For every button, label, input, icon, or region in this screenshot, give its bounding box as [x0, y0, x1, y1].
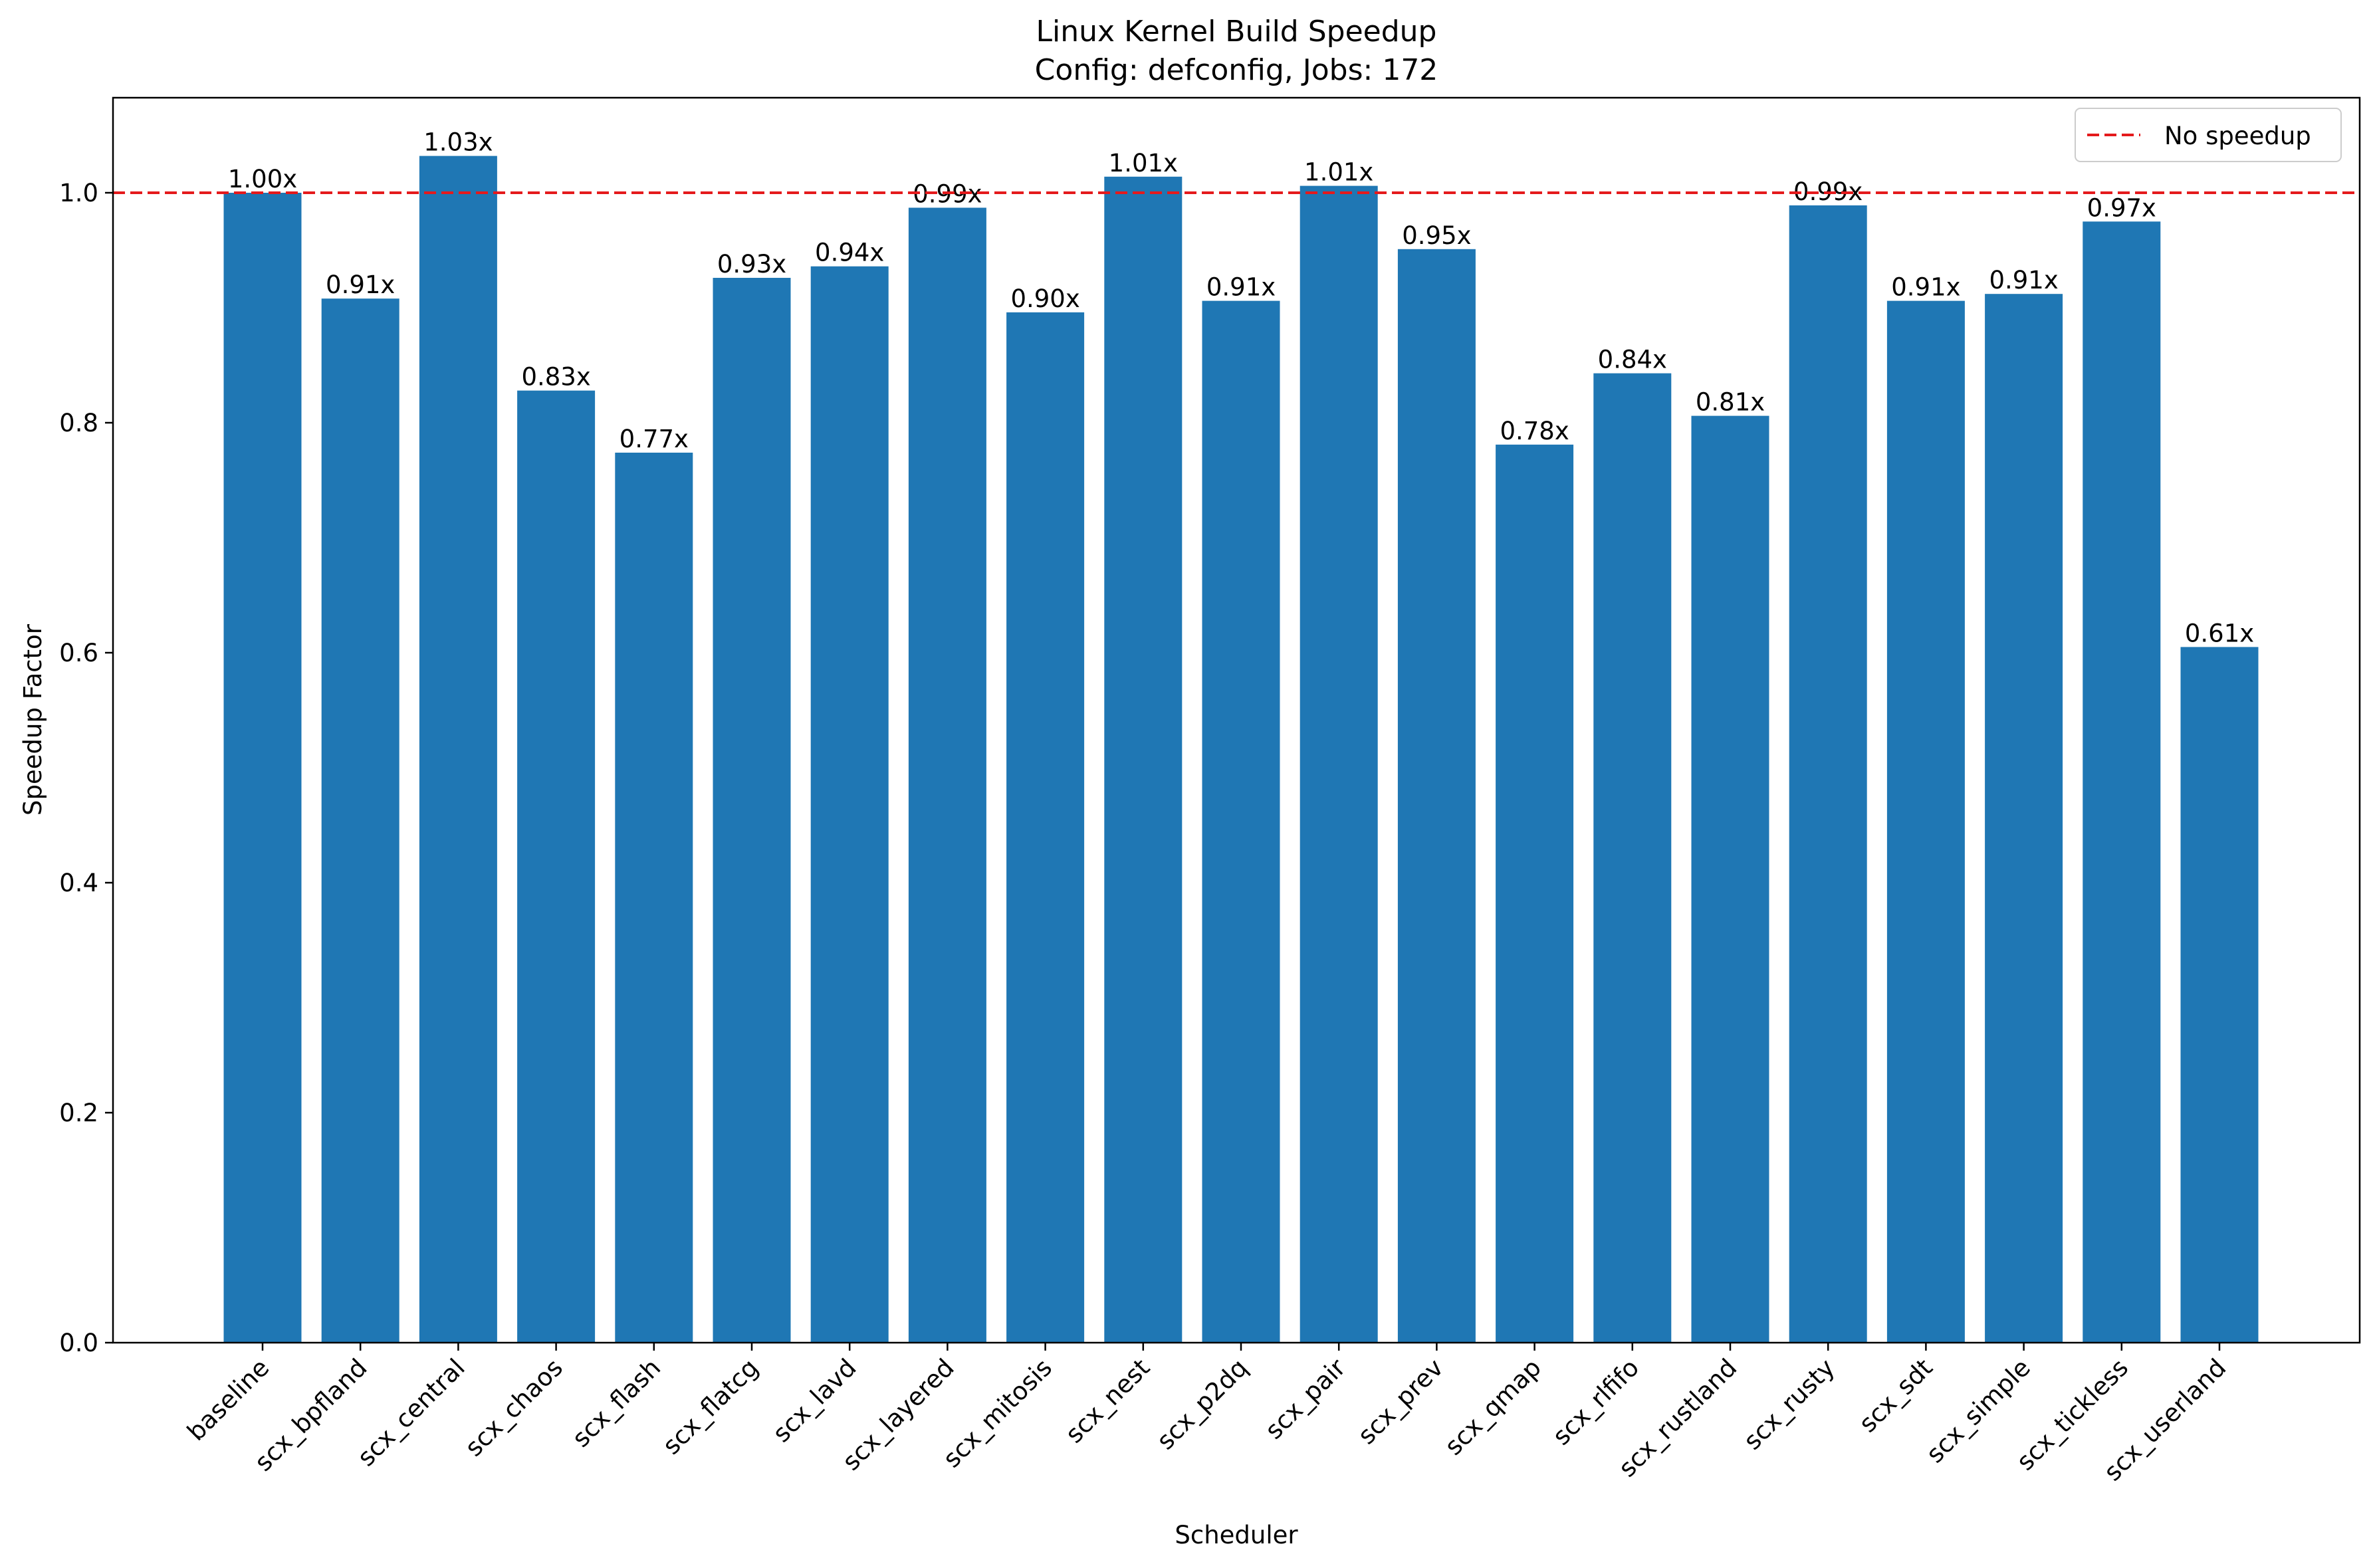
y-axis-label: Speedup Factor	[19, 623, 47, 816]
bar-scx-layered	[908, 207, 986, 1343]
bar-scx-rlfifo	[1593, 373, 1672, 1343]
bar-scx-flash	[615, 453, 693, 1343]
bar-scx-userland	[2180, 647, 2259, 1343]
bar-scx-lavd	[810, 266, 889, 1343]
value-label-scx-flatcg: 0.93x	[717, 250, 786, 279]
bar-scx-prev	[1397, 249, 1476, 1343]
value-label-scx-tickless: 0.97x	[2087, 193, 2156, 222]
plot-area-frame	[112, 96, 2361, 1344]
y-tick-label: 1.0	[59, 179, 98, 207]
value-label-scx-flash: 0.77x	[620, 425, 689, 453]
legend-entry-no-speedup: No speedup	[2164, 122, 2311, 150]
bar-scx-tickless	[2083, 221, 2161, 1343]
bar-scx-central	[419, 156, 497, 1343]
bar-scx-mitosis	[1006, 312, 1085, 1343]
y-axis: 0.0 0.2 0.4 0.6 0.8 1.0	[59, 179, 113, 1357]
bar-scx-nest	[1104, 176, 1183, 1343]
y-tick-label: 0.8	[59, 409, 98, 437]
value-label-scx-nest: 1.01x	[1109, 149, 1178, 177]
legend: No speedup	[2075, 108, 2342, 162]
value-label-scx-userland: 0.61x	[2185, 619, 2254, 647]
bar-baseline	[223, 193, 302, 1343]
value-label-scx-prev: 0.95x	[1402, 221, 1471, 250]
value-label-scx-sdt: 0.91x	[1891, 273, 1960, 302]
y-tick-label: 0.0	[59, 1329, 98, 1357]
value-label-scx-lavd: 0.94x	[815, 239, 884, 267]
bar-scx-sdt	[1886, 300, 1965, 1343]
value-label-scx-rustland: 0.81x	[1696, 388, 1765, 417]
value-label-scx-mitosis: 0.90x	[1010, 284, 1079, 313]
chart-title: Linux Kernel Build Speedup	[1036, 15, 1437, 49]
y-tick-label: 0.4	[59, 869, 98, 897]
bar-scx-chaos	[517, 390, 596, 1343]
bar-scx-pair	[1300, 185, 1378, 1343]
value-label-baseline: 1.00x	[228, 165, 297, 193]
value-label-scx-rlfifo: 0.84x	[1598, 346, 1667, 374]
bar-scx-bpfland	[321, 298, 399, 1343]
x-axis-label: Scheduler	[1175, 1521, 1298, 1549]
value-label-scx-simple: 0.91x	[1989, 266, 2058, 294]
bars-group	[223, 156, 2259, 1343]
bar-scx-p2dq	[1202, 300, 1280, 1343]
value-label-scx-bpfland: 0.91x	[326, 271, 395, 299]
y-tick-label: 0.6	[59, 639, 98, 667]
bar-scx-rustland	[1691, 415, 1769, 1343]
bar-scx-rusty	[1789, 205, 1867, 1343]
bar-scx-qmap	[1496, 444, 1574, 1343]
value-label-scx-qmap: 0.78x	[1500, 417, 1569, 445]
value-label-scx-pair: 1.01x	[1304, 158, 1373, 187]
value-label-scx-chaos: 0.83x	[521, 363, 590, 392]
y-tick-label: 0.2	[59, 1099, 98, 1127]
value-label-scx-central: 1.03x	[423, 128, 493, 157]
bar-scx-simple	[1985, 294, 2063, 1343]
bar-scx-flatcg	[713, 278, 791, 1343]
chart-subtitle: Config: defconfig, Jobs: 172	[1035, 53, 1438, 87]
legend-box	[2075, 108, 2342, 162]
value-label-scx-p2dq: 0.91x	[1206, 273, 1276, 302]
